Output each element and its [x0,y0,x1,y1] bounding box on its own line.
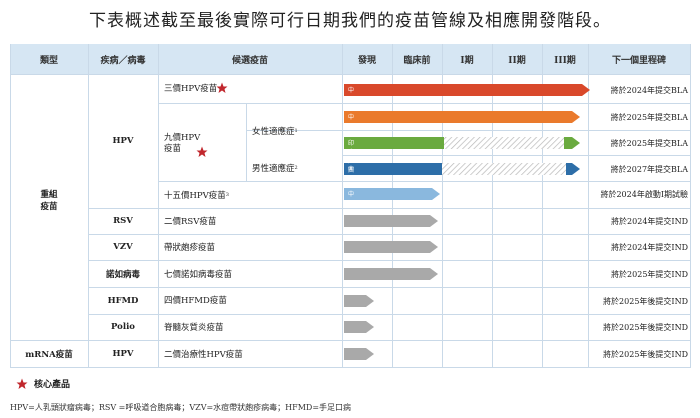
row-line [10,74,690,75]
grid-line [88,44,89,368]
page-title: 下表概述截至最後實際可行日期我們的疫苗管線及相應開發階段。 [89,11,611,31]
header-preclinical: 臨床前 [392,44,442,74]
row-line [88,314,690,315]
grid-line [442,44,443,368]
candidate-mrna-hpv: 二價治療性HPV疫苗 [164,350,243,360]
milestone-hfmd: 將於2025年後提交IND [603,296,688,306]
candidate-vzv: 帶狀皰疹疫苗 [164,243,216,253]
milestone-hpv3: 將於2024年提交BLA [610,85,688,95]
bar-hpv9-male-solid [344,163,442,175]
row-line [158,103,690,104]
row-line [88,287,690,288]
bar-hpv15 [344,188,440,200]
disease-hfmd: HFMD [107,295,139,306]
disease-rsv: RSV [113,216,133,226]
milestone-hpv9-female-cn: 將於2025年提交BLA [610,112,688,122]
disease-noro: 諾如病毒 [105,269,140,280]
header-discovery: 發現 [342,44,392,74]
row-line [88,260,690,261]
bar-hpv9-male-hatch [442,163,566,175]
bar-hpv9-male-tip [566,163,580,175]
bar-hpv3 [344,84,590,96]
disease-hpv-mrna: HPV [112,348,134,359]
candidate-hpv9-male: 男性適應症 2 [252,164,298,174]
bar-hpv9-female-cn [344,111,580,123]
milestone-hpv9-female-id: 將於2025年提交BLA [610,138,688,148]
milestone-rsv: 將於2024年提交IND [611,216,688,226]
grid-line [10,44,11,368]
core-product-star-icon [196,146,208,157]
grid-line [392,44,393,368]
milestone-hpv15: 將於2024年啟動I期試驗 [600,189,688,199]
header-candidate: 候選疫苗 [158,44,342,74]
bar-hfmd [344,295,374,307]
header-phase1: I期 [442,44,492,74]
milestone-vzv: 將於2024年提交IND [611,242,688,252]
grid-line [542,44,543,368]
row-line [246,130,690,131]
core-product-star-icon [216,82,228,93]
header-disease: 疾病／病毒 [88,44,158,74]
grid-line [492,44,493,368]
row-line [158,181,690,182]
milestone-noro: 將於2025年提交IND [611,269,688,279]
row-line [342,155,690,156]
candidate-hpv9-female: 女性適應症 1 [252,127,298,137]
grid-line [342,44,343,368]
header-phase2: II期 [492,44,542,74]
legend: 核心產品 [16,377,70,390]
bar-polio [344,321,374,333]
candidate-hpv9: 九價HPV 疫苗 [164,133,201,154]
legend-label: 核心產品 [34,380,71,390]
bar-vzv [344,241,438,253]
bar-hpv9-female-id-solid [344,137,444,149]
header-type: 類型 [10,44,88,74]
bar-mrna-hpv [344,348,374,360]
candidate-rsv: 二價RSV疫苗 [164,217,217,227]
row-line [88,208,690,209]
row-line [10,340,690,341]
grid-line [588,44,589,368]
milestone-hpv9-male: 將於2027年提交BLA [610,164,688,174]
candidate-hfmd: 四價HFMD疫苗 [164,296,227,306]
candidate-noro: 七價諾如病毒疫苗 [164,270,233,280]
milestone-polio: 將於2025年後提交IND [603,322,688,332]
disease-polio: Polio [111,322,135,332]
grid-line [246,103,247,181]
candidate-polio: 脊髓灰質炎疫苗 [164,323,224,333]
row-line [10,367,690,368]
group-recombinant: 重組 疫苗 [40,190,58,212]
header-milestone: 下一個里程碑 [588,44,690,74]
bar-rsv [344,215,438,227]
footnote: HPV=人乳頭狀瘤病毒；RSV =呼吸道合胞病毒；VZV=水痘帶狀皰疹病毒；HF… [10,403,352,412]
disease-vzv: VZV [113,242,133,252]
milestone-mrna-hpv: 將於2025年後提交IND [603,349,688,359]
header-phase3: III期 [542,44,588,74]
candidate-hpv15: 十五價HPV疫苗 3 [164,191,229,201]
grid-line [158,44,159,368]
core-product-star-icon [16,378,28,389]
bar-hpv9-female-id-hatch [444,137,564,149]
row-line [88,234,690,235]
bar-noro [344,268,438,280]
disease-hpv: HPV [112,136,134,146]
candidate-hpv3: 三價HPV疫苗 [164,84,218,94]
bar-hpv9-female-id-tip [564,137,580,149]
group-mrna: mRNA疫苗 [25,349,73,360]
grid-line [690,44,691,368]
